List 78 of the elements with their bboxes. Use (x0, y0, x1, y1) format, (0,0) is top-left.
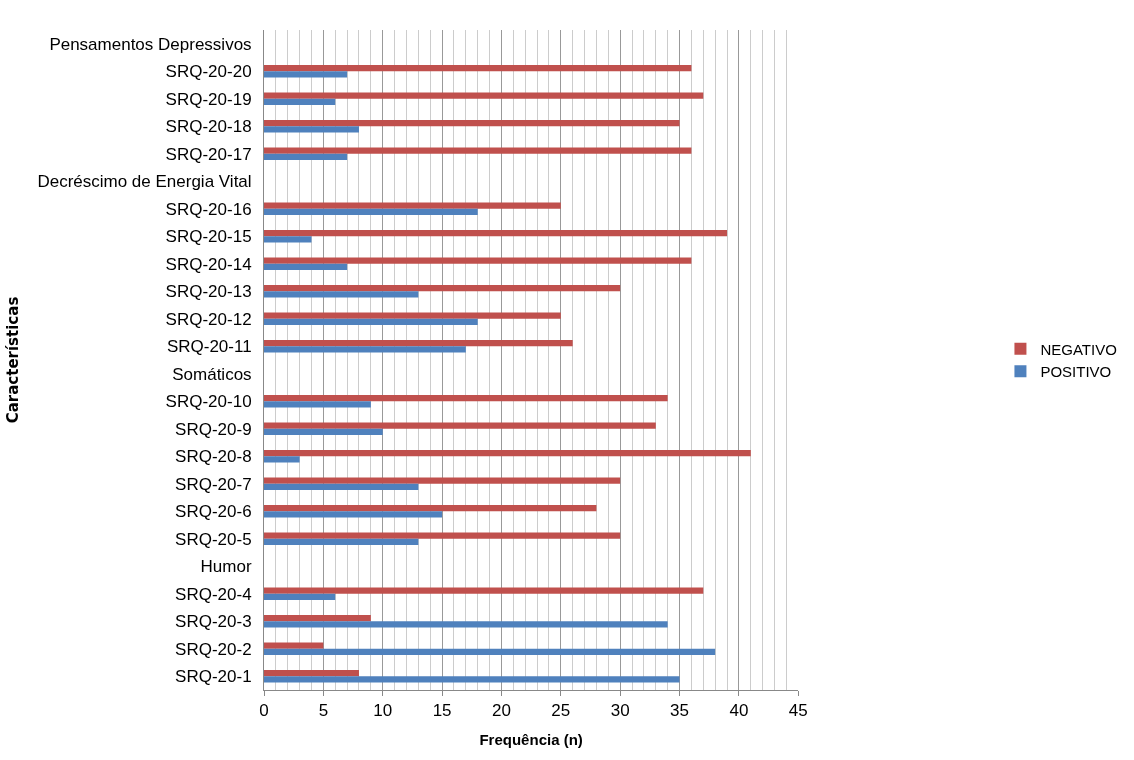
y-tick-label: SRQ-20-14 (165, 254, 252, 274)
bar (264, 621, 668, 628)
y-tick-label: SRQ-20-15 (165, 227, 252, 247)
bar (264, 230, 728, 237)
bar (264, 340, 573, 347)
bar (264, 670, 359, 677)
x-tick-label: 35 (670, 701, 690, 721)
y-tick-label: Pensamentos Depressivos (49, 34, 252, 54)
y-tick-label: SRQ-20-20 (165, 62, 252, 82)
y-tick-label: SRQ-20-3 (175, 612, 252, 632)
y-tick-label: SRQ-20-9 (175, 419, 252, 439)
x-tick-label: 25 (551, 701, 571, 721)
y-tick-label: SRQ-20-18 (165, 117, 252, 137)
bar (264, 291, 419, 298)
bar (264, 505, 597, 512)
bar (264, 532, 621, 539)
bar (264, 202, 561, 209)
bar (264, 593, 336, 600)
y-tick-label: SRQ-20-8 (175, 447, 252, 467)
x-tick-label: 45 (788, 701, 808, 721)
bar (264, 401, 371, 408)
bar (264, 147, 692, 154)
x-tick-label: 30 (610, 701, 630, 721)
x-tick-label: 5 (318, 701, 329, 721)
x-axis-title: Frequência (n) (479, 731, 583, 749)
bar (264, 648, 716, 655)
bar (264, 642, 324, 649)
bar (264, 71, 348, 78)
y-axis-title: Características (3, 296, 22, 424)
x-tick-label: 10 (373, 701, 393, 721)
bar (264, 587, 704, 594)
bar (264, 263, 348, 270)
legend-label: NEGATIVO (1040, 340, 1117, 358)
bar (264, 676, 680, 683)
y-tick-label: SRQ-20-4 (175, 584, 252, 604)
y-tick-label: SRQ-20-13 (165, 282, 252, 302)
y-tick-label: SRQ-20-12 (165, 309, 252, 329)
bar (264, 312, 561, 319)
bar (264, 98, 336, 105)
bar (264, 395, 668, 402)
bar (264, 153, 348, 160)
y-tick-label: SRQ-20-1 (175, 667, 252, 687)
legend-label: POSITIVO (1040, 363, 1112, 381)
y-tick-label: SRQ-20-10 (165, 392, 252, 412)
y-tick-label: SRQ-20-6 (175, 502, 252, 522)
y-tick-label: SRQ-20-19 (165, 89, 252, 109)
x-tick-label: 0 (259, 701, 269, 721)
x-tick-label: 40 (729, 701, 749, 721)
x-tick-label: 15 (432, 701, 452, 721)
y-tick-label: Somáticos (172, 364, 252, 384)
y-tick-label: SRQ-20-7 (175, 474, 252, 494)
bar (264, 318, 478, 325)
bar (264, 285, 621, 292)
bar (264, 450, 751, 457)
bar (264, 92, 704, 99)
bar (264, 477, 621, 484)
bar (264, 236, 312, 243)
bar (264, 615, 371, 622)
bar (264, 65, 692, 72)
x-tick-label: 20 (492, 701, 511, 721)
bar (264, 257, 692, 264)
y-tick-label: Decréscimo de Energia Vital (37, 172, 252, 192)
bar (264, 346, 466, 353)
bar (264, 456, 300, 463)
bar (264, 120, 680, 127)
bar (264, 428, 383, 435)
bar (264, 208, 478, 215)
y-tick-label: Humor (200, 557, 252, 577)
bar (264, 511, 443, 518)
y-tick-label: SRQ-20-11 (166, 337, 252, 357)
y-tick-label: SRQ-20-2 (175, 639, 252, 659)
y-tick-label: SRQ-20-17 (165, 144, 252, 164)
bar (264, 126, 359, 133)
bar (264, 483, 419, 490)
bar (264, 538, 419, 545)
y-tick-label: SRQ-20-16 (165, 199, 252, 219)
y-tick-label: SRQ-20-5 (175, 529, 252, 549)
bar (264, 422, 656, 429)
